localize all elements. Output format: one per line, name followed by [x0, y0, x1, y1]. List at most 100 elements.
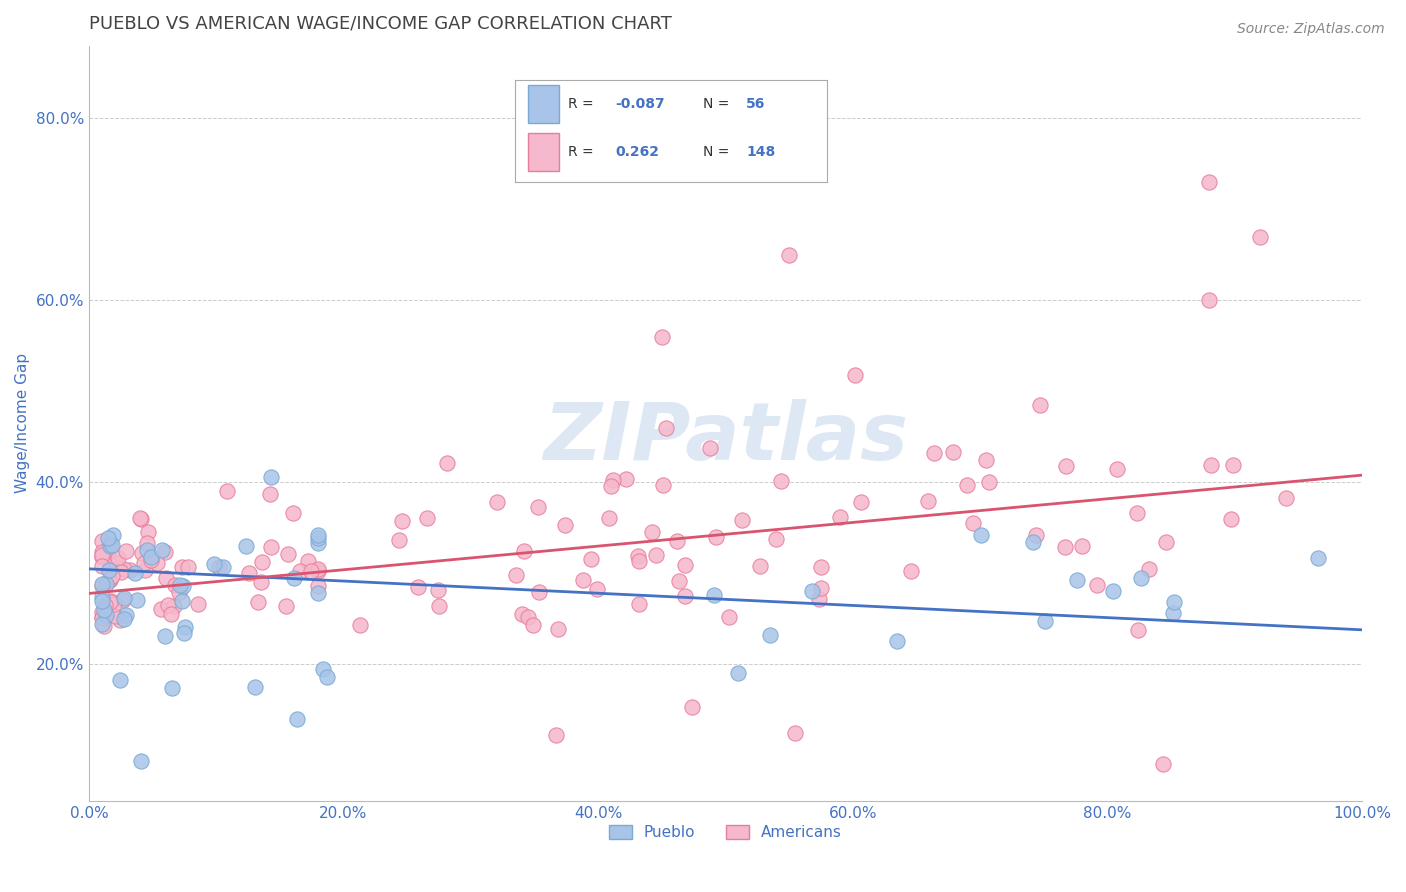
Point	[285, 712, 308, 726]
Point	[98, 558, 121, 572]
Point	[281, 506, 304, 520]
Point	[170, 560, 193, 574]
Point	[436, 456, 458, 470]
Point	[844, 368, 866, 382]
Point	[655, 421, 678, 435]
Point	[600, 479, 623, 493]
Point	[212, 560, 235, 574]
Point	[250, 574, 273, 589]
Point	[90, 549, 112, 564]
Point	[90, 593, 112, 607]
Point	[1129, 571, 1152, 585]
Point	[90, 610, 112, 624]
Point	[131, 511, 153, 525]
Point	[132, 556, 155, 570]
Point	[250, 556, 273, 570]
Point	[391, 514, 413, 528]
Point	[172, 579, 194, 593]
Point	[758, 628, 780, 642]
Point	[962, 516, 984, 531]
Point	[260, 470, 283, 484]
Point	[652, 478, 675, 492]
Point	[238, 566, 260, 580]
Point	[970, 527, 993, 541]
Point	[299, 564, 322, 578]
Point	[276, 599, 298, 613]
Point	[1220, 512, 1243, 526]
Point	[97, 546, 120, 560]
Point	[769, 474, 792, 488]
Point	[516, 609, 538, 624]
Point	[135, 542, 157, 557]
Point	[96, 577, 118, 591]
Point	[522, 618, 544, 632]
Point	[187, 597, 209, 611]
Point	[90, 605, 112, 619]
Point	[98, 595, 121, 609]
Point	[979, 475, 1001, 489]
Point	[167, 585, 190, 599]
Point	[554, 517, 576, 532]
Point	[900, 564, 922, 578]
Point	[666, 534, 689, 549]
Point	[155, 570, 177, 584]
Point	[115, 543, 138, 558]
Point	[1198, 175, 1220, 189]
Point	[703, 588, 725, 602]
Point	[778, 248, 800, 262]
Point	[115, 607, 138, 622]
Point	[579, 552, 602, 566]
Point	[98, 574, 121, 588]
Point	[107, 561, 129, 575]
Point	[808, 592, 831, 607]
Point	[129, 510, 152, 524]
Point	[112, 591, 135, 605]
Point	[120, 563, 142, 577]
Point	[90, 558, 112, 573]
Text: ZIPatlas: ZIPatlas	[543, 400, 908, 477]
Point	[112, 562, 135, 576]
Point	[134, 563, 156, 577]
Point	[1152, 756, 1174, 771]
Point	[152, 543, 174, 558]
Point	[1249, 229, 1271, 244]
Point	[1085, 578, 1108, 592]
Point	[627, 549, 650, 564]
Point	[571, 573, 593, 587]
Point	[288, 564, 311, 578]
Point	[1054, 458, 1077, 473]
Point	[922, 446, 945, 460]
Point	[1029, 398, 1052, 412]
Point	[505, 568, 527, 582]
Point	[149, 602, 172, 616]
Point	[208, 559, 231, 574]
Point	[1022, 535, 1045, 549]
Point	[387, 533, 409, 547]
Point	[243, 680, 266, 694]
Point	[90, 591, 112, 605]
Text: Source: ZipAtlas.com: Source: ZipAtlas.com	[1237, 22, 1385, 37]
Point	[125, 592, 148, 607]
Point	[668, 574, 690, 589]
Point	[1222, 458, 1244, 472]
Point	[90, 577, 112, 591]
Point	[90, 617, 112, 632]
Point	[93, 603, 115, 617]
Point	[427, 582, 450, 597]
Point	[135, 536, 157, 550]
Point	[349, 617, 371, 632]
Point	[1199, 458, 1222, 472]
Point	[235, 539, 257, 553]
Point	[103, 527, 125, 541]
Point	[307, 528, 329, 542]
Point	[90, 610, 112, 624]
Point	[783, 726, 806, 740]
Point	[1163, 595, 1185, 609]
Point	[1126, 623, 1149, 637]
Point	[103, 597, 125, 611]
Point	[598, 511, 620, 525]
Point	[165, 578, 187, 592]
Point	[139, 549, 162, 564]
Point	[586, 582, 609, 597]
Point	[98, 537, 121, 551]
